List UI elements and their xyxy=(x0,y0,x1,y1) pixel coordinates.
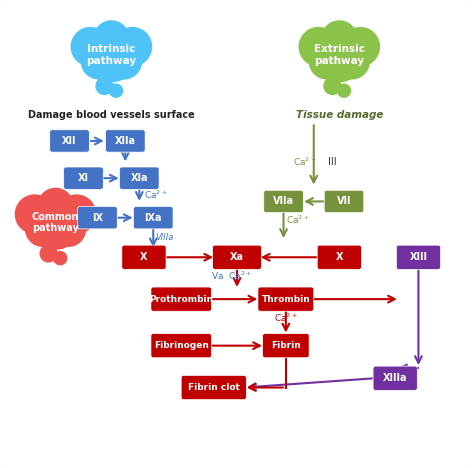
FancyBboxPatch shape xyxy=(181,375,246,400)
Circle shape xyxy=(38,189,73,223)
Circle shape xyxy=(40,245,57,262)
Circle shape xyxy=(16,195,54,234)
Text: Extrinsic
pathway: Extrinsic pathway xyxy=(314,44,365,66)
FancyBboxPatch shape xyxy=(122,245,166,270)
Circle shape xyxy=(335,44,369,79)
Circle shape xyxy=(31,200,80,249)
Circle shape xyxy=(324,78,341,95)
FancyBboxPatch shape xyxy=(106,130,145,152)
FancyBboxPatch shape xyxy=(317,245,362,270)
Text: XIIa: XIIa xyxy=(115,136,136,146)
Text: Damage blood vessels surface: Damage blood vessels surface xyxy=(28,110,195,120)
FancyBboxPatch shape xyxy=(64,167,103,190)
Text: Ca$^{2+}$: Ca$^{2+}$ xyxy=(292,156,316,168)
Text: Intrinsic
pathway: Intrinsic pathway xyxy=(86,44,137,66)
Circle shape xyxy=(87,33,136,81)
Text: XII: XII xyxy=(62,136,77,146)
FancyBboxPatch shape xyxy=(134,206,173,229)
Circle shape xyxy=(51,212,86,246)
FancyBboxPatch shape xyxy=(263,334,309,358)
Text: Ca$^{2+}$: Ca$^{2+}$ xyxy=(274,312,298,324)
FancyBboxPatch shape xyxy=(396,245,440,270)
FancyBboxPatch shape xyxy=(78,206,117,229)
Circle shape xyxy=(26,212,61,246)
Text: Xa: Xa xyxy=(230,252,244,262)
Circle shape xyxy=(109,84,123,97)
FancyBboxPatch shape xyxy=(151,334,211,358)
Text: Prothrombin: Prothrombin xyxy=(149,295,213,304)
Text: X: X xyxy=(140,252,148,262)
Text: X: X xyxy=(336,252,343,262)
Circle shape xyxy=(310,44,344,79)
FancyBboxPatch shape xyxy=(50,130,89,152)
Circle shape xyxy=(113,28,152,66)
Text: VII: VII xyxy=(337,197,351,206)
Text: XIa: XIa xyxy=(130,173,148,183)
Circle shape xyxy=(54,252,67,265)
Text: IXa: IXa xyxy=(145,213,162,223)
Text: VIIa: VIIa xyxy=(273,197,294,206)
FancyBboxPatch shape xyxy=(151,287,211,311)
Text: XIIIa: XIIIa xyxy=(383,373,408,383)
Circle shape xyxy=(82,44,116,79)
Circle shape xyxy=(71,28,109,66)
Circle shape xyxy=(107,44,141,79)
Text: Ca$^{2+}$: Ca$^{2+}$ xyxy=(286,214,310,226)
Circle shape xyxy=(337,84,350,97)
Text: Common
pathway: Common pathway xyxy=(32,212,79,233)
Circle shape xyxy=(57,195,96,234)
FancyBboxPatch shape xyxy=(119,167,159,190)
Text: Va  Ca$^{2+}$: Va Ca$^{2+}$ xyxy=(211,270,252,282)
FancyBboxPatch shape xyxy=(212,245,262,270)
Text: IX: IX xyxy=(92,213,103,223)
FancyBboxPatch shape xyxy=(324,190,364,212)
Text: XI: XI xyxy=(78,173,89,183)
Text: Thrombin: Thrombin xyxy=(262,295,310,304)
Text: Ca$^{2+}$: Ca$^{2+}$ xyxy=(144,188,167,201)
Circle shape xyxy=(322,21,357,56)
FancyBboxPatch shape xyxy=(264,190,303,212)
Text: VIIIa: VIIIa xyxy=(155,233,174,242)
Text: Fibrin clot: Fibrin clot xyxy=(188,383,240,392)
Circle shape xyxy=(96,78,113,95)
Circle shape xyxy=(299,28,337,66)
FancyBboxPatch shape xyxy=(373,366,417,390)
Circle shape xyxy=(94,21,129,56)
Text: Fibrin: Fibrin xyxy=(271,341,301,350)
FancyBboxPatch shape xyxy=(258,287,314,311)
Text: XIII: XIII xyxy=(410,252,428,262)
Text: Tissue damage: Tissue damage xyxy=(296,110,383,120)
Circle shape xyxy=(341,28,380,66)
Text: Fibrinogen: Fibrinogen xyxy=(154,341,209,350)
Circle shape xyxy=(315,33,364,81)
Text: III: III xyxy=(328,157,337,167)
